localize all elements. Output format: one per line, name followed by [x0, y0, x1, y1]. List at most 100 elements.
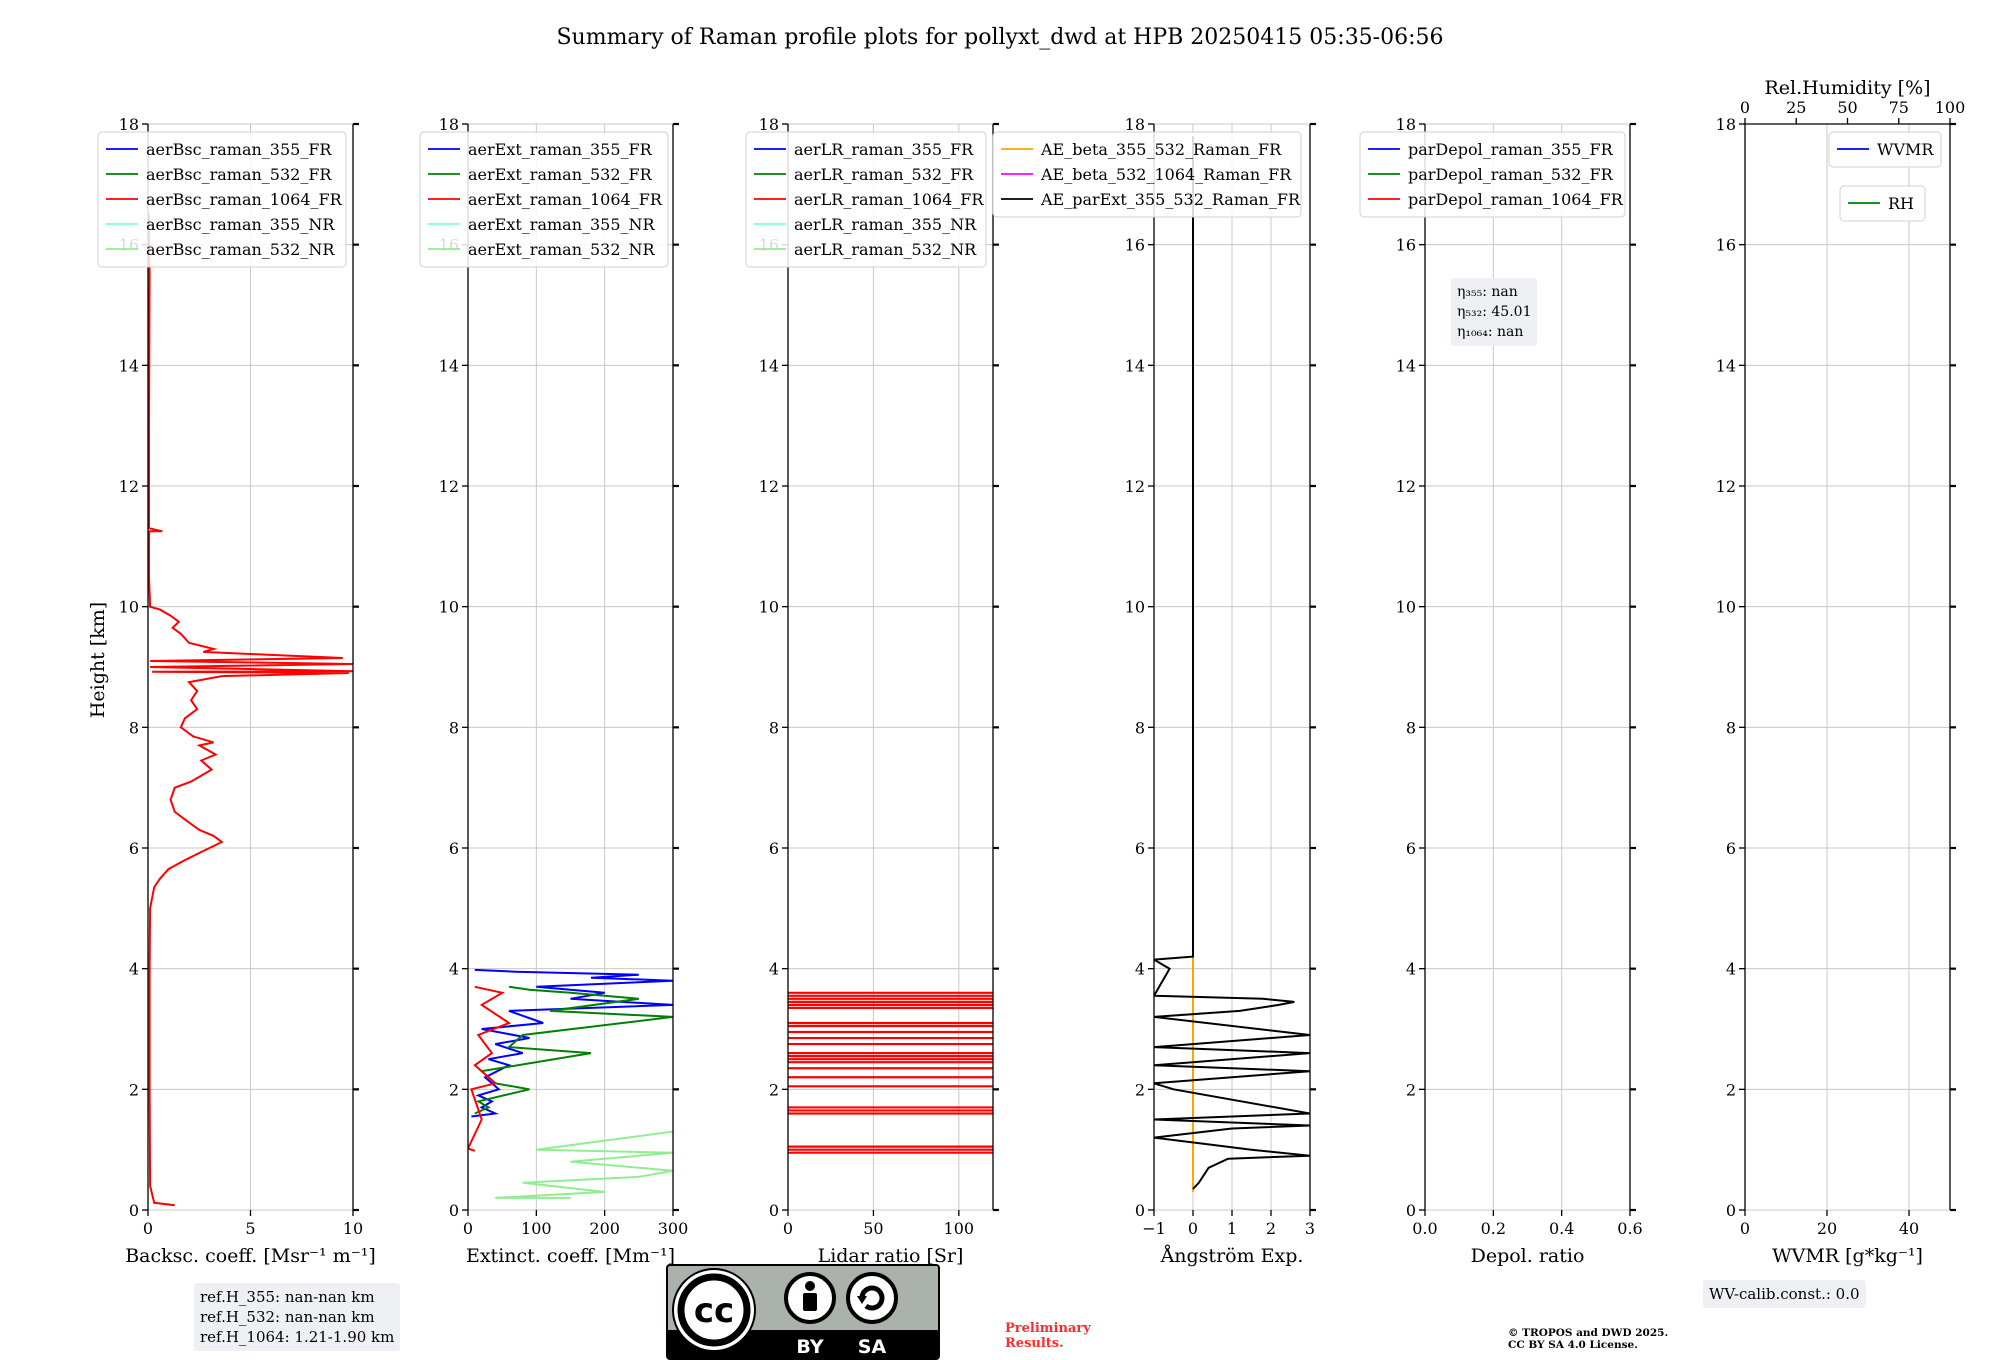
y-tick-label: 10 — [1396, 598, 1416, 617]
y-tick-label: 18 — [1716, 115, 1736, 134]
y-tick-label: 2 — [1406, 1080, 1416, 1099]
ref-height-532: ref.H_532: nan-nan km — [200, 1308, 375, 1326]
x-tick-label: 3 — [1305, 1219, 1315, 1238]
y-tick-label: 4 — [1135, 960, 1145, 979]
y-tick-label: 0 — [129, 1201, 139, 1220]
y-tick-label: 12 — [439, 477, 459, 496]
cc-by-sa-license-logo: cc BY SA — [666, 1264, 940, 1360]
y-tick-label: 12 — [759, 477, 779, 496]
x-tick-label: 5 — [245, 1219, 255, 1238]
figure-title: Summary of Raman profile plots for polly… — [556, 25, 1443, 50]
legend-box — [1359, 131, 1626, 218]
legend-entry: aerLR_raman_355_FR — [794, 140, 974, 159]
x-tick-label: 0 — [783, 1219, 793, 1238]
y-tick-label: 0 — [1726, 1201, 1736, 1220]
series-line-aerExt_raman_355_FR — [471, 968, 673, 1118]
legend-entry: AE_beta_355_532_Raman_FR — [1040, 140, 1282, 159]
series-line-aerExt_raman_532_FR — [474, 985, 673, 1115]
x-tick-label: 2 — [1266, 1219, 1276, 1238]
wv-calib-text: WV-calib.const.: 0.0 — [1709, 1285, 1860, 1303]
legend-entry: aerBsc_raman_1064_FR — [146, 190, 343, 209]
y-tick-label: 10 — [1125, 598, 1145, 617]
eta-532: η₅₃₂: 45.01 — [1457, 304, 1532, 320]
y-tick-label: 14 — [119, 356, 139, 375]
legend-entry: aerExt_raman_532_NR — [468, 240, 656, 259]
legend-entry: AE_beta_532_1064_Raman_FR — [1040, 165, 1292, 184]
cc-text: cc — [694, 1291, 734, 1331]
legend-entry: aerExt_raman_532_FR — [468, 165, 653, 184]
eta-355: η₃₅₅: nan — [1457, 284, 1518, 300]
panel-3: 024681012141618050100Lidar ratio [Sr]aer… — [745, 115, 999, 1267]
x-tick-label: 0 — [463, 1219, 473, 1238]
x-tick-label: 0.0 — [1412, 1219, 1437, 1238]
top-x-tick-label: 75 — [1889, 98, 1909, 117]
x-tick-label: 20 — [1817, 1219, 1837, 1238]
legend-entry: aerExt_raman_1064_FR — [468, 190, 663, 209]
y-tick-label: 18 — [119, 115, 139, 134]
copyright-line-1: © TROPOS and DWD 2025. — [1508, 1327, 1669, 1339]
y-tick-label: 14 — [1716, 356, 1736, 375]
series-line-aerBsc_raman_1064_FR — [148, 214, 353, 1207]
legend-entry: aerExt_raman_355_FR — [468, 140, 653, 159]
top-x-tick-label: 0 — [1740, 98, 1750, 117]
top-x-axis-label: Rel.Humidity [%] — [1764, 77, 1930, 99]
y-tick-label: 10 — [759, 598, 779, 617]
legend-box — [745, 131, 987, 268]
y-tick-label: 6 — [1406, 839, 1416, 858]
y-tick-label: 18 — [1125, 115, 1145, 134]
y-tick-label: 2 — [1135, 1080, 1145, 1099]
panel-1: 0246810121416180510Backsc. coeff. [Msr⁻¹… — [97, 115, 376, 1267]
y-tick-label: 2 — [769, 1080, 779, 1099]
preliminary-results-note: Preliminary Results. — [1005, 1321, 1091, 1351]
x-tick-label: 200 — [589, 1219, 620, 1238]
series-line-aerExt_raman_532_NR — [495, 1130, 673, 1199]
x-axis-label: Ångström Exp. — [1160, 1245, 1304, 1267]
y-tick-label: 6 — [449, 839, 459, 858]
y-tick-label: 6 — [1135, 839, 1145, 858]
y-tick-label: 12 — [1716, 477, 1736, 496]
x-tick-label: 10 — [343, 1219, 363, 1238]
y-tick-label: 10 — [1716, 598, 1736, 617]
y-tick-label: 18 — [1396, 115, 1416, 134]
legend-entry: aerLR_raman_355_NR — [794, 215, 977, 234]
y-tick-label: 4 — [129, 960, 139, 979]
x-tick-label: 0.6 — [1617, 1219, 1642, 1238]
y-tick-label: 8 — [129, 718, 139, 737]
x-tick-label: 0 — [1188, 1219, 1198, 1238]
top-x-tick-label: 25 — [1786, 98, 1806, 117]
y-tick-label: 0 — [1135, 1201, 1145, 1220]
x-tick-label: 0.2 — [1481, 1219, 1506, 1238]
y-tick-label: 16 — [1716, 236, 1736, 255]
legend-entry: parDepol_raman_1064_FR — [1408, 190, 1624, 209]
series-line-AE_parExt_355_532_Raman_FR — [1154, 136, 1310, 1190]
legend-box — [97, 131, 347, 268]
y-axis-label: Height [km] — [87, 602, 109, 718]
y-tick-label: 12 — [1396, 477, 1416, 496]
copyright-note: © TROPOS and DWD 2025. CC BY SA 4.0 Lice… — [1508, 1327, 1668, 1351]
y-tick-label: 8 — [1726, 718, 1736, 737]
ref-height-1064: ref.H_1064: 1.21-1.90 km — [200, 1328, 395, 1346]
legend-entry: AE_parExt_355_532_Raman_FR — [1040, 190, 1301, 209]
ref-height-355: ref.H_355: nan-nan km — [200, 1288, 375, 1306]
x-tick-label: −1 — [1142, 1219, 1166, 1238]
series-group — [1154, 136, 1310, 1192]
preliminary-line-2: Results. — [1005, 1336, 1064, 1351]
top-x-tick-label: 100 — [1935, 98, 1966, 117]
legend-entry: aerBsc_raman_355_FR — [146, 140, 332, 159]
legend-rh-entry: RH — [1888, 194, 1914, 213]
series-line-aerExt_raman_1064_FR — [468, 985, 512, 1152]
x-axis-label: Depol. ratio — [1471, 1245, 1585, 1267]
reference-height-box: ref.H_355: nan-nan km ref.H_532: nan-nan… — [194, 1283, 401, 1351]
legend-entry: aerLR_raman_532_NR — [794, 240, 977, 259]
y-tick-label: 8 — [769, 718, 779, 737]
x-tick-label: 300 — [658, 1219, 689, 1238]
y-tick-label: 2 — [1726, 1080, 1736, 1099]
y-tick-label: 8 — [1135, 718, 1145, 737]
y-tick-label: 10 — [439, 598, 459, 617]
y-tick-label: 6 — [769, 839, 779, 858]
y-tick-label: 8 — [449, 718, 459, 737]
x-axis-label: WVMR [g*kg⁻¹] — [1772, 1245, 1923, 1267]
